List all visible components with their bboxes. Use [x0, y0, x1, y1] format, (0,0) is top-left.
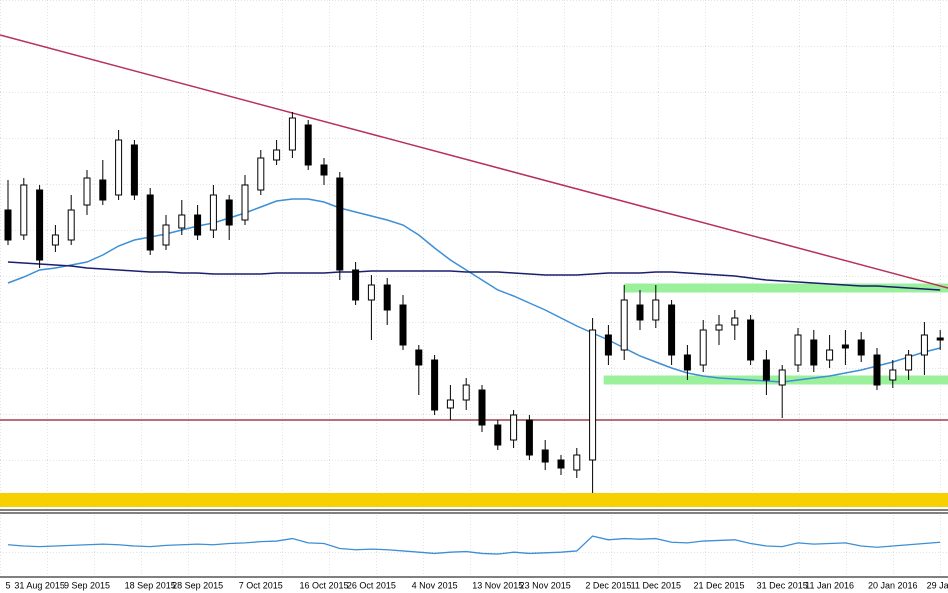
- x-tick-label: 2 Dec 2015: [585, 580, 631, 590]
- candle-body: [178, 214, 186, 229]
- candle-body: [494, 424, 502, 446]
- candle-body: [620, 299, 628, 351]
- candle-body: [383, 284, 391, 311]
- candle-body: [715, 324, 723, 331]
- candle-body: [20, 184, 28, 236]
- candle-body: [146, 194, 154, 251]
- candle-body: [304, 124, 312, 166]
- candle-body: [257, 157, 265, 191]
- candle-body: [604, 334, 612, 356]
- candle-body: [810, 339, 818, 366]
- candle-body: [668, 304, 676, 356]
- candle-body: [920, 334, 928, 356]
- candle-body: [273, 149, 281, 161]
- oscillator-line: [7, 535, 941, 555]
- candle-body: [67, 209, 75, 241]
- x-tick-label: 4 Nov 2015: [412, 580, 458, 590]
- support-band: [0, 493, 948, 507]
- candle-body: [194, 214, 202, 236]
- candle-body: [431, 359, 439, 411]
- candle-body: [541, 449, 549, 463]
- candle-body: [352, 269, 360, 301]
- candle-body: [652, 299, 660, 321]
- candle-body: [683, 354, 691, 371]
- candle-body: [478, 389, 486, 426]
- x-tick-label: 21 Dec 2015: [693, 580, 744, 590]
- candle-body: [699, 329, 707, 366]
- candle-body: [51, 234, 59, 246]
- candle-body: [905, 354, 913, 371]
- candle-body: [241, 184, 249, 221]
- candle-body: [115, 139, 123, 196]
- candle-body: [762, 359, 770, 381]
- candle-body: [589, 329, 597, 461]
- candle-body: [841, 344, 849, 349]
- candle-body: [557, 459, 565, 469]
- x-tick-label: 7 Oct 2015: [239, 580, 283, 590]
- candle-body: [936, 337, 944, 341]
- candle-body: [857, 339, 865, 356]
- candle-body: [794, 334, 802, 366]
- grid: [0, 514, 948, 576]
- candle-body: [446, 399, 454, 409]
- candle-body: [510, 414, 518, 441]
- grid: [0, 0, 948, 510]
- candle-body: [731, 317, 739, 326]
- candle-body: [83, 177, 91, 206]
- x-tick-label: 18 Sep 2015: [125, 580, 176, 590]
- x-tick-label: 5: [5, 580, 10, 590]
- candle-body: [367, 284, 375, 301]
- candle-body: [336, 177, 344, 271]
- candle-body: [130, 144, 138, 196]
- moving-average: [7, 261, 941, 291]
- x-tick-label: 29 Jan: [927, 580, 948, 590]
- candle-body: [636, 304, 644, 321]
- candle-body: [162, 224, 170, 246]
- candle-body: [209, 194, 217, 231]
- x-tick-label: 16 Oct 2015: [299, 580, 348, 590]
- candle-body: [462, 384, 470, 401]
- candle-body: [415, 349, 423, 366]
- candle-body: [873, 354, 881, 386]
- candle-body: [4, 209, 12, 241]
- x-tick-label: 9 Sep 2015: [64, 580, 110, 590]
- candle-body: [525, 419, 533, 456]
- candle-body: [225, 199, 233, 226]
- x-tick-label: 31 Dec 2015: [757, 580, 808, 590]
- x-tick-label: 31 Aug 2015: [14, 580, 65, 590]
- x-tick-label: 13 Nov 2015: [472, 580, 523, 590]
- candle-body: [399, 304, 407, 346]
- candle-body: [778, 369, 786, 386]
- candle-body: [889, 369, 897, 381]
- x-tick-label: 23 Nov 2015: [520, 580, 571, 590]
- candle-body: [320, 164, 328, 176]
- candle-body: [747, 319, 755, 361]
- x-tick-label: 28 Sep 2015: [172, 580, 223, 590]
- plot: [0, 34, 948, 507]
- x-tick-label: 11 Jan 2016: [805, 580, 854, 590]
- candle-body: [288, 117, 296, 151]
- candle-body: [826, 349, 834, 361]
- x-tick-label: 11 Dec 2015: [631, 580, 681, 590]
- candle-body: [36, 189, 44, 261]
- candle-body: [573, 454, 581, 471]
- candle-body: [99, 179, 107, 201]
- x-tick-label: 26 Oct 2015: [347, 580, 396, 590]
- x-tick-label: 20 Jan 2016: [868, 580, 918, 590]
- trendline: [0, 34, 948, 289]
